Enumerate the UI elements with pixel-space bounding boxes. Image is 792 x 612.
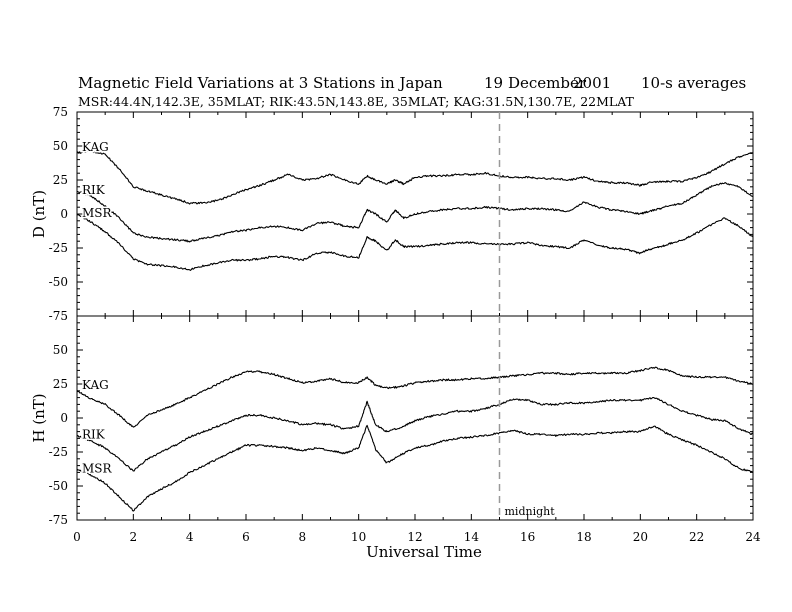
y-tick-label: -75 xyxy=(49,309,68,323)
trace-rik xyxy=(76,182,753,243)
station-label-kag: KAG xyxy=(82,378,109,392)
station-label-rik: RIK xyxy=(82,183,106,197)
date-year: 2001 xyxy=(573,74,611,92)
station-label-halo: MSR xyxy=(82,206,113,220)
x-tick-label: 22 xyxy=(689,530,704,544)
y-tick-label: -75 xyxy=(49,513,68,527)
y-tick-label: -25 xyxy=(49,241,68,255)
trace-rik xyxy=(76,396,754,472)
x-tick-label: 20 xyxy=(633,530,648,544)
y-axis-label: D (nT) xyxy=(30,190,48,238)
trace-msr xyxy=(76,214,754,271)
y-tick-label: -50 xyxy=(49,275,68,289)
y-axis-label: H (nT) xyxy=(30,393,48,442)
chart-title: Magnetic Field Variations at 3 Stations … xyxy=(78,74,443,92)
x-axis-label: Universal Time xyxy=(366,543,482,561)
y-tick-label: 25 xyxy=(53,377,68,391)
station-label-msr: MSR xyxy=(82,462,113,476)
station-coordinates: MSR:44.4N,142.3E, 35MLAT; RIK:43.5N,143.… xyxy=(78,94,635,109)
x-tick-labels: 0 2 4 6 8 10 12 14 16 18 20 22 24 xyxy=(73,530,761,544)
date-day: 19 xyxy=(484,74,503,92)
y-tick-label: -50 xyxy=(49,479,68,493)
station-label-halo: KAG xyxy=(82,140,109,154)
panel-frame xyxy=(76,315,754,521)
x-tick-label: 12 xyxy=(407,530,422,544)
station-label-kag: KAG xyxy=(82,140,109,154)
y-tick-label: 75 xyxy=(53,105,68,119)
y-tick-label: 50 xyxy=(53,139,68,153)
trace-msr xyxy=(76,424,754,512)
station-label-halo: RIK xyxy=(82,183,106,197)
y-tick-label: 0 xyxy=(60,411,68,425)
y-tick-label: 0 xyxy=(60,207,68,221)
station-label-halo: MSR xyxy=(82,462,113,476)
trace-kag xyxy=(76,366,754,428)
x-tick-label: 10 xyxy=(351,530,366,544)
averaging-label: 10-s averages xyxy=(641,74,746,92)
y-tick-label: 50 xyxy=(53,343,68,357)
station-label-msr: MSR xyxy=(82,206,113,220)
x-tick-label: 18 xyxy=(576,530,591,544)
y-tick-label: -25 xyxy=(49,445,68,459)
x-tick-label: 8 xyxy=(299,530,307,544)
x-tick-label: 16 xyxy=(520,530,535,544)
midnight-label: midnight xyxy=(505,505,556,518)
x-tick-label: 14 xyxy=(464,530,480,544)
x-tick-label: 0 xyxy=(73,530,81,544)
x-tick-label: 24 xyxy=(745,530,761,544)
x-tick-label: 2 xyxy=(130,530,138,544)
y-tick-label: 25 xyxy=(53,173,68,187)
trace-kag xyxy=(76,150,754,205)
x-tick-label: 4 xyxy=(186,530,194,544)
date-month: December xyxy=(508,74,587,92)
station-label-halo: RIK xyxy=(82,428,106,442)
x-tick-label: 6 xyxy=(242,530,250,544)
station-label-halo: KAG xyxy=(82,378,109,392)
station-label-rik: RIK xyxy=(82,428,106,442)
